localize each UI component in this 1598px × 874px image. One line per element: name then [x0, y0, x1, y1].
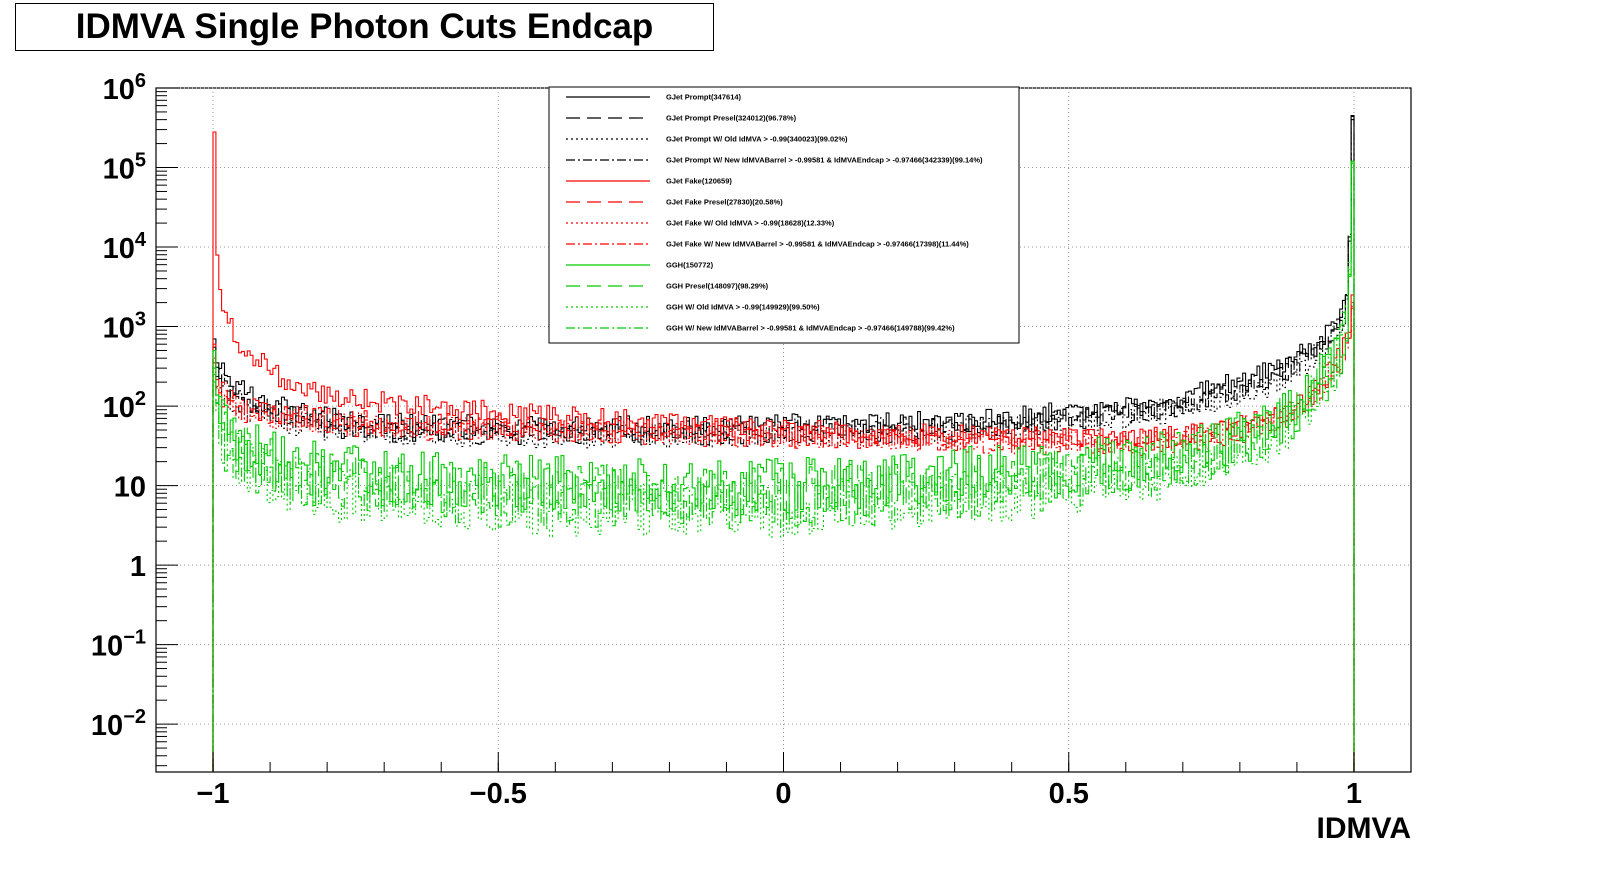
x-axis-title: IDMVA [1317, 812, 1411, 845]
y-tick-label: 10−1 [91, 627, 146, 663]
y-tick-base: 10 [114, 472, 146, 504]
series-layer [212, 115, 1355, 772]
y-tick-label: 104 [103, 229, 147, 265]
x-tick-label: −1 [197, 778, 230, 810]
y-tick-exponent: 4 [135, 229, 147, 251]
legend-label: GJet Prompt W/ New IdMVABarrel > -0.9958… [666, 156, 983, 165]
series-line [212, 115, 1355, 772]
legend-box [548, 86, 1020, 344]
y-tick-exponent: −2 [123, 706, 146, 728]
legend-label: GJet Prompt W/ Old IdMVA > -0.99(340023)… [666, 135, 848, 144]
y-tick-label: 105 [103, 150, 146, 186]
y-tick-label: 103 [103, 309, 146, 345]
chart-title-box: IDMVA Single Photon Cuts Endcap [15, 3, 714, 51]
legend-label: GJet Fake(120659) [666, 177, 732, 186]
legend: GJet Prompt(347614) GJet Prompt Presel(32… [548, 86, 1020, 344]
legend-label: GGH(150772) [666, 261, 714, 270]
y-tick-exponent: 5 [135, 150, 146, 172]
x-tick-label: −0.5 [470, 778, 527, 810]
x-tick-label: 0 [775, 778, 791, 810]
x-tick-label: 0.5 [1049, 778, 1089, 810]
y-tick-label: 1 [130, 551, 146, 583]
legend-label: GJet Fake Presel(27830)(20.58%) [666, 198, 783, 207]
y-tick-label: 102 [103, 388, 146, 424]
y-tick-base: 10 [103, 154, 135, 186]
legend-label: GJet Fake W/ New IdMVABarrel > -0.99581 … [666, 240, 969, 249]
x-tick-label: 1 [1346, 778, 1362, 810]
series-line [212, 307, 1355, 772]
legend-label: GJet Fake W/ Old IdMVA > -0.99(18628)(12… [666, 219, 835, 228]
y-tick-exponent: 3 [135, 309, 146, 331]
y-tick-base: 10 [103, 313, 135, 345]
legend-label: GGH Presel(148097)(98.29%) [666, 282, 769, 291]
y-tick-base: 10 [103, 233, 135, 265]
legend-label: GGH W/ New IdMVABarrel > -0.99581 & IdMV… [666, 324, 955, 333]
legend-label: GJet Prompt Presel(324012)(96.78%) [666, 114, 797, 123]
y-tick-base: 10 [103, 74, 135, 106]
y-tick-base: 10 [103, 392, 135, 424]
series-line [212, 160, 1355, 772]
y-tick-label: 10−2 [91, 706, 146, 742]
series-line [212, 302, 1355, 772]
y-tick-base: 1 [130, 551, 146, 583]
y-tick-label: 10 [114, 472, 146, 504]
y-tick-exponent: 2 [135, 388, 146, 410]
legend-label: GJet Prompt(347614) [666, 93, 742, 102]
y-tick-base: 10 [91, 631, 123, 663]
y-tick-base: 10 [91, 710, 123, 742]
y-tick-exponent: −1 [123, 627, 146, 649]
chart-title: IDMVA Single Photon Cuts Endcap [75, 7, 654, 46]
legend-label: GGH W/ Old IdMVA > -0.99(149929)(99.50%) [666, 303, 820, 312]
y-tick-label: 106 [103, 70, 146, 106]
series-line [212, 117, 1355, 772]
y-tick-exponent: 6 [135, 70, 146, 92]
series-line [212, 163, 1355, 772]
series-line [212, 163, 1355, 772]
